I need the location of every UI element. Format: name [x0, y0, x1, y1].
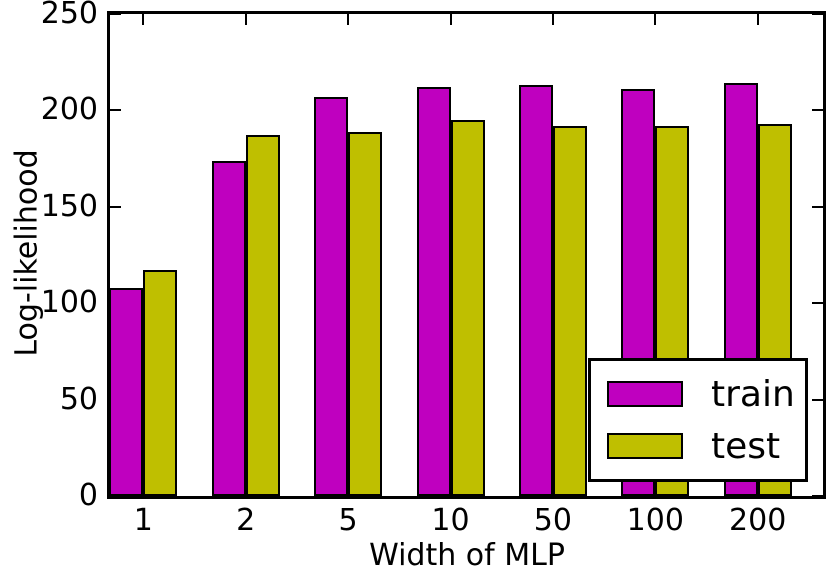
legend-test-swatch — [607, 433, 683, 459]
y-tick-label: 200 — [40, 92, 98, 128]
bar-test-10 — [450, 120, 485, 496]
x-tick-label: 1 — [133, 503, 153, 538]
bar-test-5 — [348, 132, 383, 496]
x-tick-label: 10 — [431, 503, 470, 538]
x-tick-mark — [347, 14, 350, 25]
y-tick-mark — [812, 398, 823, 401]
y-tick-mark — [812, 302, 823, 305]
y-tick-mark — [812, 13, 823, 15]
y-tick-label: 0 — [78, 478, 98, 513]
y-tick-mark — [110, 205, 121, 208]
y-tick-mark — [812, 205, 823, 208]
x-axis-label: Width of MLP — [369, 538, 565, 573]
x-tick-label: 5 — [338, 503, 358, 538]
x-tick-mark — [756, 14, 759, 25]
y-axis-label: Log-likelihood — [9, 149, 45, 357]
y-tick-label: 250 — [40, 0, 98, 31]
y-tick-label: 50 — [59, 381, 98, 417]
legend-row-train: train — [591, 368, 805, 420]
bar-train-1 — [109, 288, 144, 496]
legend-train-label: train — [711, 373, 795, 415]
x-tick-mark — [654, 14, 657, 25]
y-tick-mark — [110, 13, 121, 15]
y-tick-mark — [812, 495, 823, 497]
y-tick-mark — [110, 109, 121, 112]
x-tick-mark — [449, 14, 452, 25]
x-tick-label: 50 — [533, 503, 572, 538]
bar-test-2 — [245, 135, 280, 496]
legend-train-swatch — [607, 381, 683, 407]
legend: train test — [588, 358, 808, 482]
bar-train-10 — [416, 87, 451, 496]
x-tick-mark — [142, 14, 145, 25]
x-tick-label: 100 — [626, 503, 684, 538]
bar-train-50 — [518, 85, 553, 496]
legend-row-test: test — [591, 420, 805, 472]
y-tick-mark — [812, 109, 823, 112]
legend-test-label: test — [711, 425, 781, 467]
bar-train-5 — [314, 97, 349, 496]
y-tick-label: 100 — [40, 285, 98, 321]
plot-area: train test — [107, 11, 826, 499]
bar-test-1 — [143, 270, 178, 496]
y-tick-mark — [110, 495, 121, 497]
x-tick-label: 2 — [236, 503, 256, 538]
y-tick-label: 150 — [40, 188, 98, 224]
bar-train-2 — [211, 161, 246, 496]
x-tick-mark — [551, 14, 554, 25]
x-tick-mark — [244, 14, 247, 25]
bar-test-50 — [552, 126, 587, 496]
x-tick-label: 200 — [729, 503, 787, 538]
